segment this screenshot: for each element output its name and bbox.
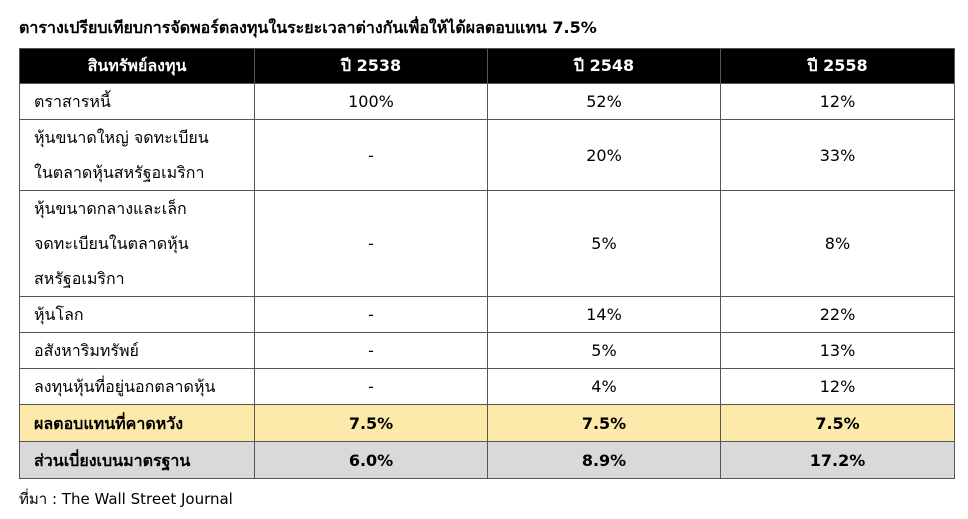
row-label-line: หุ้นขนาดกลางและเล็ก xyxy=(34,199,187,218)
table-header-row: สินทรัพย์ลงทุน ปี 2538 ปี 2548 ปี 2558 xyxy=(19,48,955,84)
expected-return-row: ผลตอบแทนที่คาดหวัง 7.5% 7.5% 7.5% xyxy=(19,404,955,442)
expected-return-value: 7.5% xyxy=(487,404,721,442)
row-label-line: ตราสารหนี้ xyxy=(34,92,111,111)
row-label: ลงทุนหุ้นที่อยู่นอกตลาดหุ้น xyxy=(19,368,255,405)
row-label-line: ในตลาดหุ้นสหรัฐอเมริกา xyxy=(34,163,205,182)
cell-value: - xyxy=(254,119,488,191)
table-row: อสังหาริมทรัพย์ - 5% 13% xyxy=(19,332,955,369)
std-dev-value: 17.2% xyxy=(720,441,955,479)
row-label: หุ้นขนาดกลางและเล็กจดทะเบียนในตลาดหุ้นสห… xyxy=(19,190,255,297)
cell-value: 52% xyxy=(487,83,721,120)
std-dev-value: 6.0% xyxy=(254,441,488,479)
std-dev-label: ส่วนเบี่ยงเบนมาตรฐาน xyxy=(19,441,255,479)
cell-value: 20% xyxy=(487,119,721,191)
cell-value: 4% xyxy=(487,368,721,405)
row-label-line: อสังหาริมทรัพย์ xyxy=(34,341,139,360)
std-dev-value: 8.9% xyxy=(487,441,721,479)
cell-value: 5% xyxy=(487,332,721,369)
table-row: ตราสารหนี้ 100% 52% 12% xyxy=(19,83,955,120)
cell-value: 12% xyxy=(720,368,955,405)
page-title: ตารางเปรียบเทียบการจัดพอร์ตลงทุนในระยะเว… xyxy=(19,18,597,37)
row-label: หุ้นโลก xyxy=(19,296,255,333)
cell-value: - xyxy=(254,368,488,405)
row-label-line: ลงทุนหุ้นที่อยู่นอกตลาดหุ้น xyxy=(34,377,216,396)
row-label: ตราสารหนี้ xyxy=(19,83,255,120)
expected-return-label: ผลตอบแทนที่คาดหวัง xyxy=(19,404,255,442)
std-dev-row: ส่วนเบี่ยงเบนมาตรฐาน 6.0% 8.9% 17.2% xyxy=(19,441,955,479)
row-label-line: จดทะเบียนในตลาดหุ้น xyxy=(34,234,189,253)
table-row: หุ้นขนาดกลางและเล็กจดทะเบียนในตลาดหุ้นสห… xyxy=(19,190,955,297)
row-label-line: หุ้นโลก xyxy=(34,305,84,324)
portfolio-comparison-table: สินทรัพย์ลงทุน ปี 2538 ปี 2548 ปี 2558 ต… xyxy=(19,48,955,479)
cell-value: - xyxy=(254,296,488,333)
table-row: หุ้นขนาดใหญ่ จดทะเบียนในตลาดหุ้นสหรัฐอเม… xyxy=(19,119,955,191)
row-label: หุ้นขนาดใหญ่ จดทะเบียนในตลาดหุ้นสหรัฐอเม… xyxy=(19,119,255,191)
cell-value: 33% xyxy=(720,119,955,191)
cell-value: 13% xyxy=(720,332,955,369)
cell-value: - xyxy=(254,190,488,297)
expected-return-value: 7.5% xyxy=(720,404,955,442)
table-row: หุ้นโลก - 14% 22% xyxy=(19,296,955,333)
cell-value: 22% xyxy=(720,296,955,333)
cell-value: 8% xyxy=(720,190,955,297)
cell-value: - xyxy=(254,332,488,369)
header-year-2558: ปี 2558 xyxy=(720,48,955,84)
cell-value: 5% xyxy=(487,190,721,297)
source-note: ที่มา : The Wall Street Journal xyxy=(19,490,233,508)
cell-value: 14% xyxy=(487,296,721,333)
header-asset: สินทรัพย์ลงทุน xyxy=(19,48,255,84)
header-year-2538: ปี 2538 xyxy=(254,48,488,84)
table-row: ลงทุนหุ้นที่อยู่นอกตลาดหุ้น - 4% 12% xyxy=(19,368,955,405)
row-label: อสังหาริมทรัพย์ xyxy=(19,332,255,369)
expected-return-value: 7.5% xyxy=(254,404,488,442)
row-label-line: หุ้นขนาดใหญ่ จดทะเบียน xyxy=(34,128,209,147)
header-year-2548: ปี 2548 xyxy=(487,48,721,84)
cell-value: 100% xyxy=(254,83,488,120)
cell-value: 12% xyxy=(720,83,955,120)
row-label-line: สหรัฐอเมริกา xyxy=(34,269,125,288)
